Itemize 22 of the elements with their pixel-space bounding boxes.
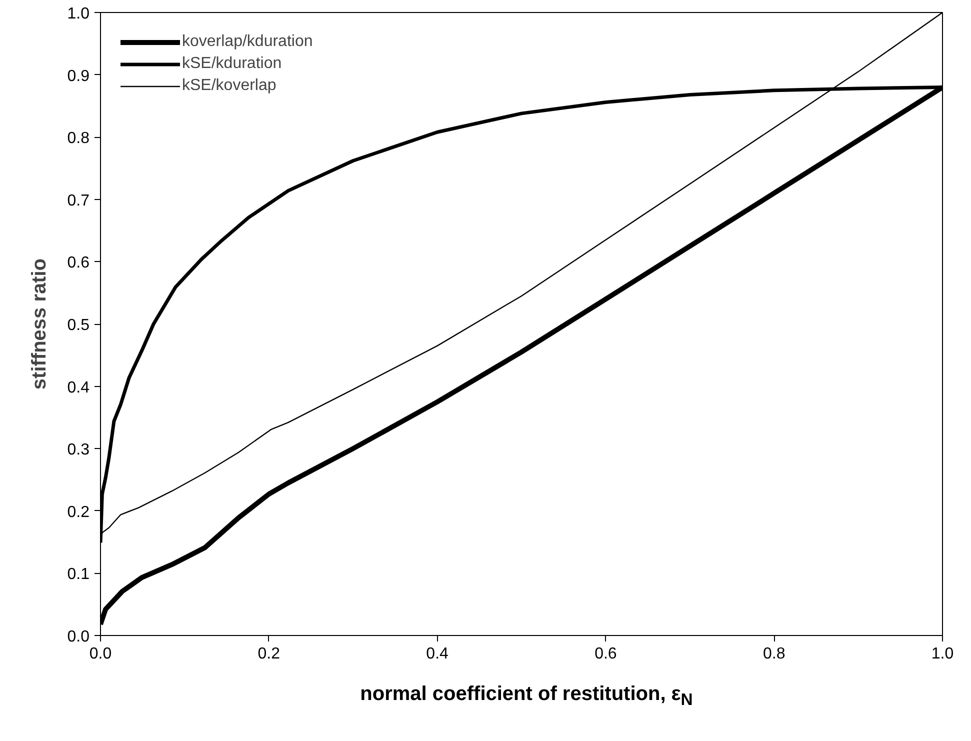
y-tick-label: 0.0 — [67, 628, 90, 646]
y-tick-label: 0.3 — [67, 442, 90, 459]
y-axis-title: stiffness ratio — [28, 258, 50, 390]
y-tick-label: 0.8 — [67, 130, 90, 148]
legend-label: kSE/kduration — [182, 55, 282, 73]
y-tick-label: 0.6 — [67, 254, 90, 272]
y-tick-label: 1.0 — [67, 6, 90, 22]
x-tick-label: 0.2 — [258, 646, 280, 662]
x-tick-label: 0.6 — [594, 646, 617, 662]
x-axis-title: normal coefficient of restitution, ε$_{N}$ — [359, 682, 694, 711]
x-tick-label: 0.8 — [762, 646, 786, 662]
x-tick-label: 0.4 — [426, 646, 449, 662]
y-tick-label: 0.9 — [67, 68, 90, 85]
y-tick-label: 0.2 — [67, 504, 90, 521]
y-tick-label: 0.5 — [67, 317, 90, 334]
y-tick-label: 0.4 — [67, 379, 90, 396]
legend-label: kSE/koverlap — [182, 77, 276, 95]
x-tick-label: 1.0 — [931, 646, 954, 662]
y-tick-label: 0.1 — [67, 566, 90, 584]
x-tick-label: 0.0 — [89, 646, 112, 662]
y-tick-label: 0.7 — [67, 192, 90, 210]
legend-label: koverlap/kduration — [182, 33, 313, 51]
